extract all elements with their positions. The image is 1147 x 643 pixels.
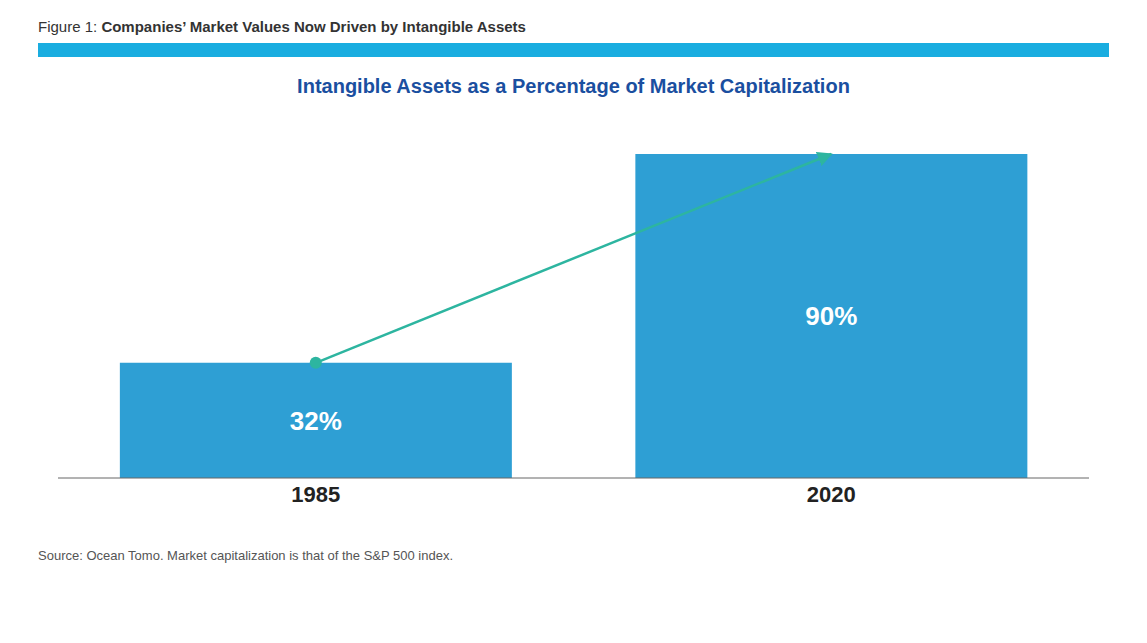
svg-text:1985: 1985 xyxy=(291,482,340,507)
svg-text:32%: 32% xyxy=(290,406,342,436)
svg-text:90%: 90% xyxy=(805,301,857,331)
html-text:Intangible Assets as a Percent: Intangible Assets as a Percentage of Mar… xyxy=(297,75,850,97)
svg-text:2020: 2020 xyxy=(807,482,856,507)
html-text:Figure 1: Companies’ Market Va: Figure 1: Companies’ Market Values Now D… xyxy=(38,18,526,35)
html-text:Source: Ocean Tomo. Market cap: Source: Ocean Tomo. Market capitalizatio… xyxy=(38,548,453,563)
